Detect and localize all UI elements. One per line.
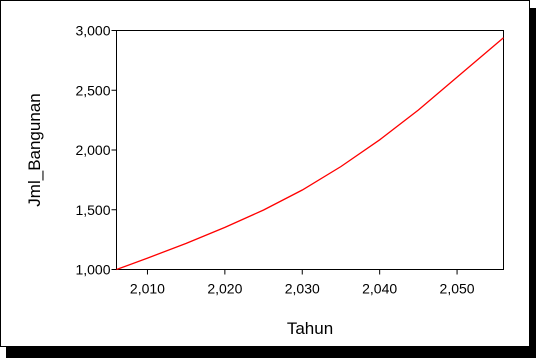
y-tick-label: 2,500 bbox=[75, 82, 110, 98]
y-tick-label: 3,000 bbox=[75, 23, 110, 39]
y-axis-title: Jml_Bangunan bbox=[25, 93, 44, 206]
x-tick-label: 2,030 bbox=[285, 281, 320, 297]
x-tick-label: 2,010 bbox=[130, 281, 165, 297]
y-tick-label: 2,000 bbox=[75, 142, 110, 158]
y-tick-label: 1,500 bbox=[75, 202, 110, 218]
x-axis-title: Tahun bbox=[287, 319, 333, 338]
x-tick-label: 2,040 bbox=[362, 281, 397, 297]
series-line bbox=[116, 37, 504, 271]
x-tick-label: 2,020 bbox=[207, 281, 242, 297]
plot-area bbox=[116, 30, 504, 270]
y-axis: 1,000 1,500 2,000 2,500 3,000 bbox=[75, 23, 117, 278]
x-tick-label: 2,050 bbox=[440, 281, 475, 297]
series-layer bbox=[116, 37, 504, 271]
x-axis: 2,010 2,020 2,030 2,040 2,050 bbox=[130, 269, 475, 297]
y-tick-label: 1,000 bbox=[75, 262, 110, 278]
